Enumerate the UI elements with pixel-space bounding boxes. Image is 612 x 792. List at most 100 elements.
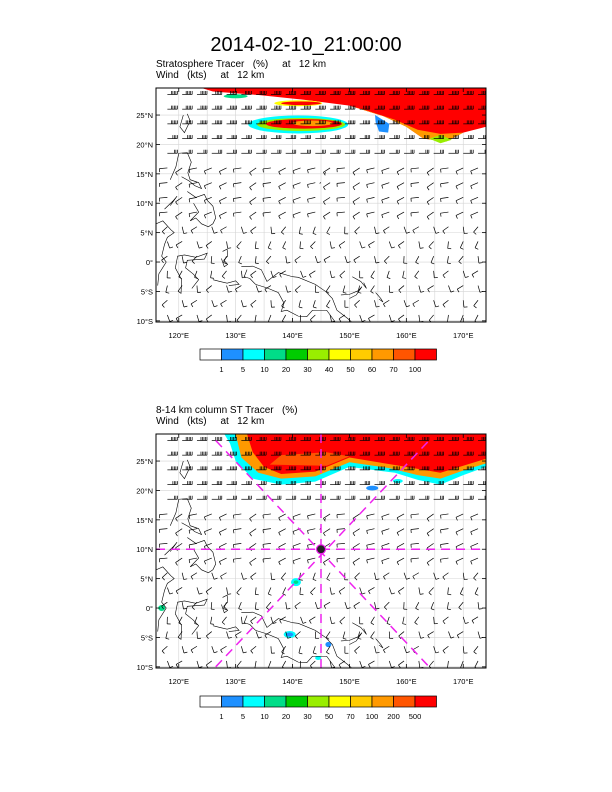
- wind-barb: [270, 436, 282, 441]
- colorbar-label: 70: [346, 712, 354, 721]
- wind-barb: [403, 300, 410, 308]
- wind-barb: [204, 167, 212, 175]
- wind-barb: [478, 495, 486, 500]
- wind-barb: [426, 513, 434, 522]
- wind-barb: [205, 587, 212, 595]
- wind-barb: [359, 481, 371, 485]
- wind-barb: [325, 285, 331, 294]
- wind-barb: [235, 285, 242, 293]
- wind-barb: [403, 256, 408, 264]
- wind-barb: [167, 149, 178, 154]
- wind-barb: [167, 495, 178, 500]
- wind-barb: [233, 197, 242, 202]
- wind-barb: [211, 572, 218, 580]
- wind-barb: [389, 135, 400, 139]
- tracer-region: [281, 101, 322, 106]
- wind-barb: [241, 495, 252, 500]
- coastline: [319, 181, 321, 184]
- wind-barb: [196, 120, 208, 125]
- wind-barb: [188, 557, 198, 564]
- wind-barb: [300, 105, 311, 110]
- wind-barb: [418, 466, 430, 471]
- wind-barb: [448, 90, 459, 95]
- wind-barb: [326, 226, 331, 235]
- wind-barb: [233, 513, 242, 519]
- wind-barb: [344, 149, 356, 154]
- wind-barb: [433, 105, 445, 110]
- colorbar-box: [221, 695, 244, 708]
- wind-barb: [270, 495, 282, 500]
- wind-barb: [300, 135, 311, 139]
- wind-barb: [270, 149, 282, 154]
- lon-label: 130°E: [225, 677, 246, 686]
- wind-barb: [442, 616, 449, 625]
- wind-barb: [470, 528, 479, 536]
- wind-barb: [254, 602, 259, 610]
- wind-barb: [389, 120, 400, 125]
- wind-barb: [447, 660, 451, 668]
- wind-barb: [473, 572, 479, 581]
- wind-barb: [398, 314, 405, 322]
- wind-barb: [315, 105, 326, 110]
- wind-barb: [386, 616, 391, 625]
- wind-barb: [352, 167, 360, 176]
- wind-barb: [235, 631, 242, 639]
- wind-barb: [249, 557, 257, 566]
- wind-barb: [477, 602, 483, 610]
- wind-barb: [463, 120, 474, 125]
- tracer-region: [349, 105, 464, 142]
- wind-barb: [315, 90, 326, 95]
- wind-barb: [418, 149, 430, 154]
- wind-barb: [211, 481, 223, 485]
- wind-barb: [285, 135, 297, 139]
- wind-barb: [211, 451, 223, 456]
- wind-barb: [354, 645, 360, 654]
- wind-barb: [471, 270, 479, 278]
- coastline: [179, 459, 191, 480]
- wind-barb: [374, 495, 385, 500]
- wind-barb: [220, 645, 227, 654]
- wind-barb: [196, 466, 208, 471]
- colorbar-box: [242, 348, 265, 361]
- colorbar-label: 60: [368, 365, 376, 374]
- wind-barb: [226, 436, 237, 441]
- tracer-region: [286, 632, 294, 637]
- wind-barb: [381, 197, 390, 204]
- wind-barb: [418, 495, 430, 500]
- wind-barb: [226, 105, 237, 110]
- lat-label: 25°N: [136, 111, 153, 120]
- wind-barb: [210, 256, 215, 264]
- coastline: [164, 195, 178, 210]
- wind-barb: [370, 270, 375, 279]
- wind-barb: [458, 601, 464, 611]
- wind-barb: [182, 90, 193, 95]
- wind-barb: [359, 436, 371, 441]
- wind-barb: [241, 120, 252, 125]
- wind-barb: [236, 660, 242, 668]
- wind-barb: [196, 451, 208, 456]
- wind-barb: [412, 226, 420, 234]
- wind-barb: [339, 616, 346, 625]
- wind-barb: [447, 241, 452, 250]
- wind-barb: [330, 105, 341, 110]
- colorbar-label: 500: [409, 712, 422, 721]
- wind-barb: [410, 197, 419, 202]
- wind-barb: [254, 241, 259, 250]
- wind-barb: [344, 256, 351, 264]
- wind-barb: [188, 197, 198, 203]
- wind-barb: [299, 587, 304, 596]
- wind-barb: [167, 120, 178, 125]
- wind-barb: [300, 466, 311, 471]
- wind-barb: [292, 513, 301, 521]
- wind-barb: [404, 466, 415, 471]
- wind-barb: [323, 197, 331, 205]
- wind-barb: [211, 646, 218, 654]
- wind-barb: [281, 572, 286, 581]
- wind-barb: [300, 120, 311, 125]
- wind-barb: [219, 528, 227, 536]
- wind-barb: [266, 255, 272, 264]
- wind-barb: [433, 466, 445, 471]
- coastline: [179, 113, 191, 134]
- wind-barb: [210, 270, 215, 279]
- wind-barb: [285, 285, 292, 293]
